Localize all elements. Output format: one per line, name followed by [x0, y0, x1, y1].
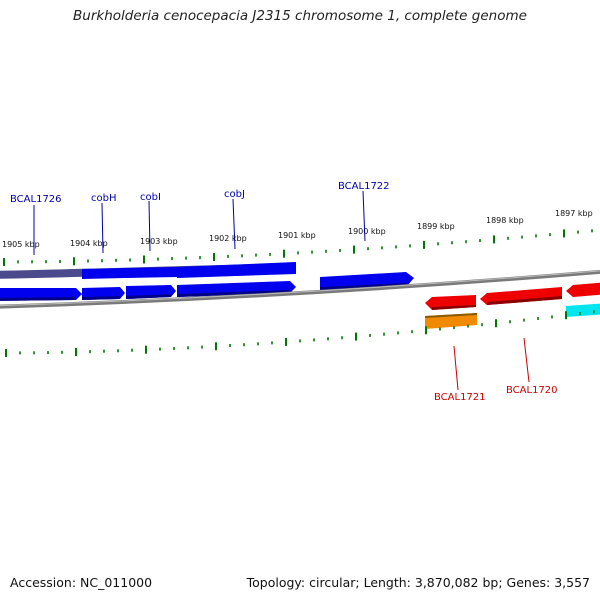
genome-backbone-highlight — [0, 270, 600, 307]
bcal1720-gene-shade — [487, 296, 562, 305]
outer-ruler-ticks — [3, 229, 593, 266]
ruler-label-1901: 1901 kbp — [278, 231, 316, 240]
cobh-leader — [101, 202, 104, 254]
ruler-label-1902: 1902 kbp — [209, 234, 247, 243]
ruler-label-1898: 1898 kbp — [486, 216, 524, 225]
ruler-label-1904: 1904 kbp — [70, 239, 108, 248]
cobh-gene-shade — [82, 296, 120, 300]
gene-label-bcal1720[interactable]: BCAL1720 — [506, 385, 558, 396]
cobi-gene-shade — [126, 294, 171, 299]
lower-gene-track — [0, 281, 296, 301]
bcal1721-leader — [453, 345, 459, 391]
gene-label-bcal1721[interactable]: BCAL1721 — [434, 392, 486, 403]
gene-label-cobh[interactable]: cobH — [91, 193, 116, 204]
ruler-label-1903: 1903 kbp — [140, 237, 178, 246]
cyan-feature[interactable] — [566, 303, 600, 317]
cobj-upper-segment[interactable] — [177, 262, 296, 278]
outer-ruler-labels: 1905 kbp 1904 kbp 1903 kbp 1902 kbp 1901… — [2, 209, 593, 249]
inner-ruler-ticks — [5, 310, 595, 357]
ruler-label-1900: 1900 kbp — [348, 227, 386, 236]
cobi-upper-segment[interactable] — [125, 267, 177, 278]
gene-label-bcal1722[interactable]: BCAL1722 — [338, 181, 390, 192]
reverse-gene-track — [425, 282, 600, 329]
cobj-leader — [232, 198, 236, 250]
cobh-upper-segment[interactable] — [82, 268, 125, 279]
gene-label-leaders — [33, 190, 530, 391]
topology-text: Topology: circular; Length: 3,870,082 bp… — [246, 575, 590, 590]
ruler-label-1905: 1905 kbp — [2, 240, 40, 249]
bcal1726-gene-shade — [0, 297, 76, 301]
ruler-label-1897: 1897 kbp — [555, 209, 593, 218]
gene-labels: BCAL1726 cobH cobI cobJ BCAL1722 BCAL172… — [10, 181, 558, 403]
gene-label-cobi[interactable]: cobI — [140, 192, 161, 203]
map-title: Burkholderia cenocepacia J2315 chromosom… — [73, 8, 527, 24]
genome-backbone — [0, 269, 600, 309]
bcal1720-leader — [523, 337, 530, 383]
bcal1722-gene-shade — [320, 283, 407, 290]
cobj-gene-shade — [177, 290, 290, 297]
orange-feature-shade — [425, 313, 477, 318]
red-gene-edge-arrow[interactable] — [566, 282, 600, 297]
upper-gene-track — [0, 262, 414, 290]
cobi-leader — [148, 200, 151, 252]
accession-text: Accession: NC_011000 — [10, 575, 153, 590]
ruler-label-1899: 1899 kbp — [417, 222, 455, 231]
bcal1721-gene-shade — [432, 305, 476, 310]
gene-label-bcal1726[interactable]: BCAL1726 — [10, 194, 62, 205]
bcal1722-leader — [362, 190, 366, 242]
gene-label-cobj[interactable]: cobJ — [224, 189, 245, 200]
